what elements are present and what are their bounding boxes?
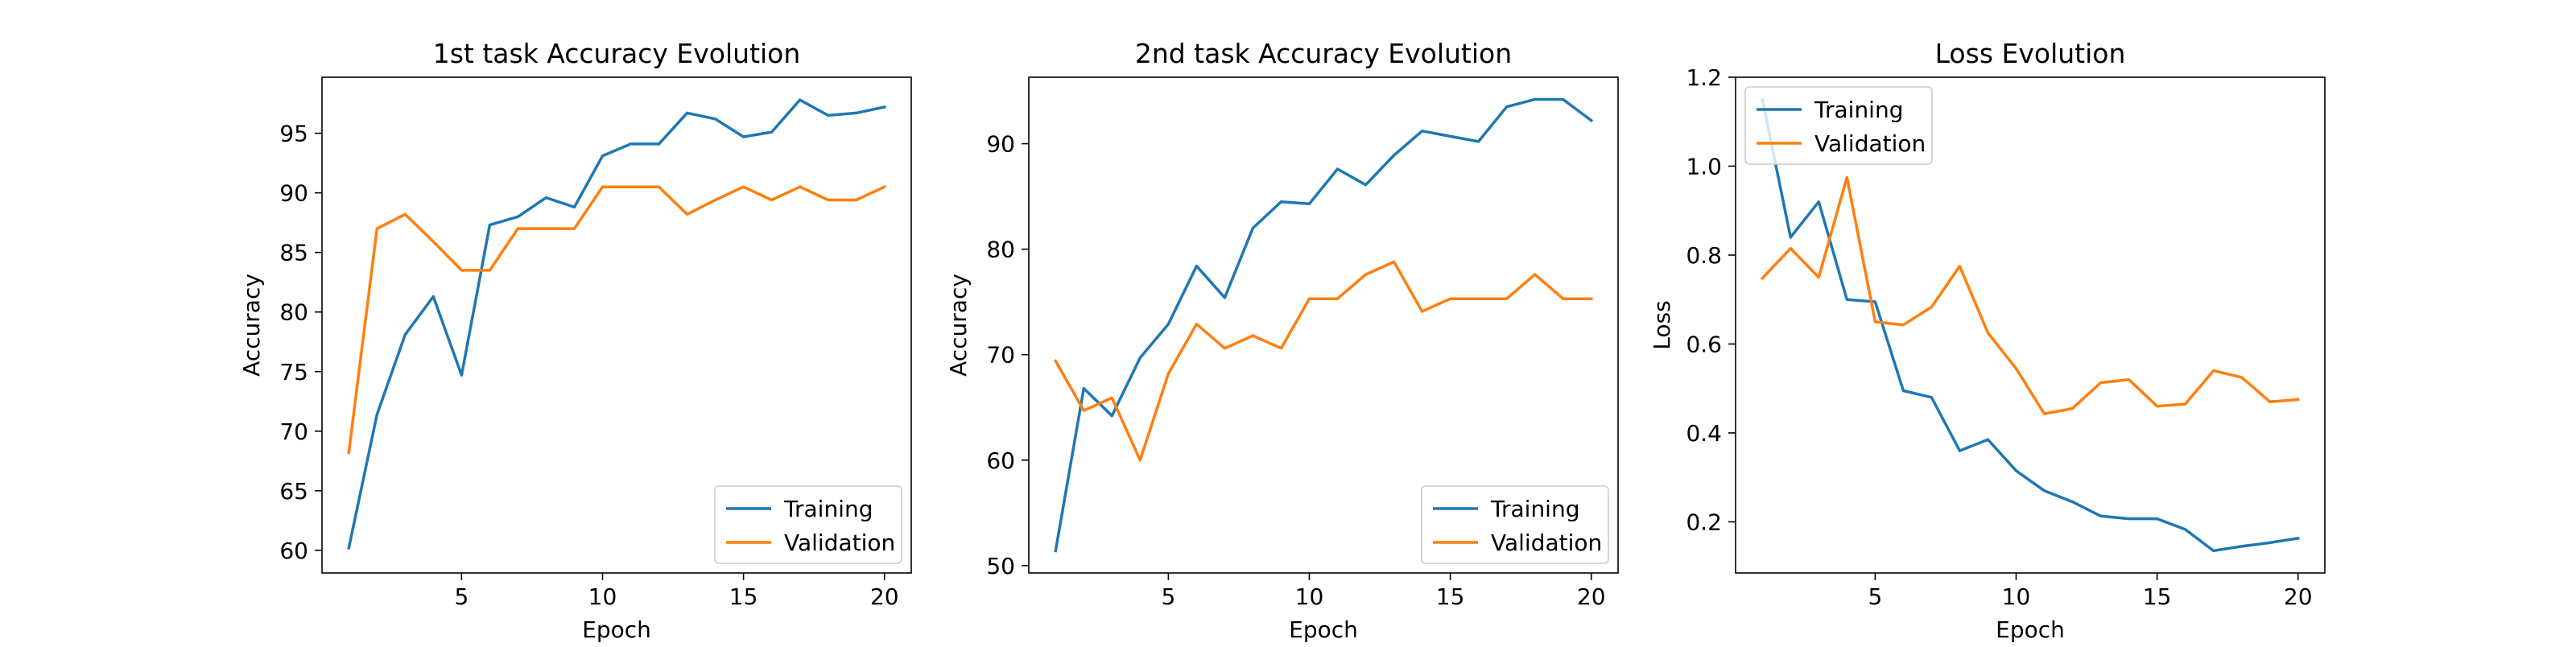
y-tick-label: 0.8 [1686,242,1722,269]
y-axis-label: Accuracy [238,274,265,377]
x-tick-label: 15 [729,583,758,610]
axes-frame [1735,76,2326,574]
series-line-validation [347,184,887,455]
x-tick-label: 10 [2002,583,2031,610]
x-axis-label: Epoch [1289,616,1358,643]
x-tick-label: 5 [1161,583,1175,610]
y-tick-label: 90 [279,180,308,207]
x-tick-label: 10 [1295,583,1324,610]
axes-frame [321,76,912,574]
chart-title: 1st task Accuracy Evolution [433,38,801,69]
x-tick-label: 20 [1577,583,1606,610]
y-tick-label: 1.0 [1686,153,1722,179]
y-axis-label: Accuracy [945,274,972,377]
series-line-validation [1760,175,2300,415]
x-axis-label: Epoch [582,616,651,643]
legend-label-validation: Validation [784,530,895,556]
legend: Training Validation [714,485,902,564]
y-tick-label: 80 [279,299,308,326]
y-tick-label: 0.2 [1686,509,1722,535]
legend-label-training: Training [1490,496,1579,522]
legend-box [714,485,902,564]
x-axis-label: Epoch [1996,616,2065,643]
y-tick-label: 1.2 [1686,64,1722,91]
y-tick-label: 90 [986,131,1015,158]
y-tick-label: 60 [279,538,308,564]
legend-label-validation: Validation [1814,130,1926,157]
x-tick-label: 10 [588,583,617,610]
x-tick-label: 20 [2284,583,2313,610]
legend-box [1744,86,1933,165]
y-tick-label: 95 [279,121,308,147]
y-tick-label: 65 [279,478,308,505]
x-tick-label: 5 [1868,583,1882,610]
legend: Training Validation [1421,485,1609,564]
y-tick-label: 85 [279,240,308,266]
x-tick-label: 15 [2143,583,2172,610]
chart-title: Loss Evolution [1935,38,2126,69]
series-line-validation [1053,260,1593,462]
y-axis-label: Loss [1649,300,1675,349]
series-line-training [1054,97,1594,553]
series-line-training [1761,97,2300,553]
y-tick-label: 60 [986,447,1015,474]
chart-panel-3: Loss Evolution 5 10 15 20 0.2 0.4 0.6 0.8 1.0 1.2 E… [1649,38,2326,643]
y-tick-label: 80 [986,237,1015,263]
legend-label-validation: Validation [1491,530,1602,556]
series-line-training [347,98,886,550]
y-tick-label: 70 [986,342,1015,369]
y-tick-label: 50 [986,553,1015,579]
axes-frame [1028,76,1619,574]
y-tick-label: 0.4 [1686,420,1722,447]
x-tick-label: 5 [454,583,469,610]
legend: Training Validation [1744,86,1933,165]
legend-box [1421,485,1609,564]
legend-label-training: Training [1814,97,1903,123]
y-tick-label: 70 [279,418,308,445]
legend-label-training: Training [783,496,873,522]
x-tick-label: 15 [1436,583,1465,610]
chart-panel-2: 2nd task Accuracy Evolution 5 10 15 20 50 60 70… [945,38,1619,643]
x-tick-label: 20 [870,583,899,610]
chart-panel-1: 1st task Accuracy Evolution 5 10 15 20 60 65 70… [238,38,912,643]
y-tick-label: 0.6 [1686,331,1722,357]
y-tick-label: 75 [279,359,308,385]
chart-title: 2nd task Accuracy Evolution [1135,38,1512,69]
